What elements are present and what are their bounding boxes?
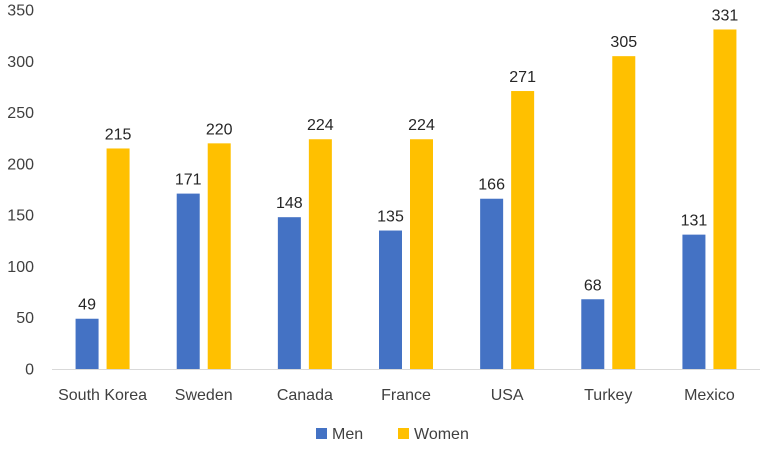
bar-women bbox=[410, 139, 433, 369]
y-tick-label: 300 bbox=[7, 54, 34, 71]
y-axis-tick-labels: 0 50 100 150 200 250 300 350 bbox=[7, 3, 34, 379]
y-tick-label: 150 bbox=[7, 208, 34, 225]
data-label-men: 135 bbox=[377, 209, 404, 226]
data-label-women: 224 bbox=[408, 117, 435, 134]
bar-women bbox=[207, 143, 231, 369]
bar-women bbox=[308, 139, 332, 369]
x-tick-label: Canada bbox=[277, 387, 333, 404]
y-tick-label: 50 bbox=[16, 310, 34, 327]
data-label-women: 224 bbox=[307, 117, 334, 134]
bar-men bbox=[480, 198, 504, 369]
legend-label-men: Men bbox=[332, 426, 363, 443]
data-label-men: 49 bbox=[78, 297, 96, 314]
data-label-men: 131 bbox=[681, 213, 708, 230]
bar-women bbox=[713, 29, 737, 369]
legend-label-women: Women bbox=[414, 426, 469, 443]
data-labels: 49 215 171 220 148 224 135 224 166 271 68 305 131 331 bbox=[78, 7, 738, 313]
bar-women bbox=[612, 56, 636, 370]
bar-men bbox=[682, 234, 706, 369]
x-tick-label: Mexico bbox=[684, 387, 735, 404]
bar-marks bbox=[75, 29, 737, 370]
y-tick-label: 100 bbox=[7, 259, 34, 276]
bar-men bbox=[277, 217, 301, 369]
bar-women bbox=[511, 91, 535, 369]
y-tick-label: 250 bbox=[7, 105, 34, 122]
legend-swatch-women bbox=[398, 428, 409, 439]
legend: Men Women bbox=[316, 426, 469, 443]
data-label-men: 148 bbox=[276, 195, 303, 212]
bar-men bbox=[176, 193, 200, 369]
legend-swatch-men bbox=[316, 428, 327, 439]
y-tick-label: 200 bbox=[7, 156, 34, 173]
y-tick-label: 0 bbox=[25, 362, 34, 379]
x-tick-label: South Korea bbox=[58, 387, 147, 404]
data-label-women: 331 bbox=[712, 7, 739, 24]
data-label-women: 271 bbox=[509, 69, 536, 86]
x-tick-label: USA bbox=[491, 387, 524, 404]
x-axis-tick-labels: South Korea Sweden Canada France USA Turkey Me… bbox=[58, 387, 735, 404]
bar-men bbox=[379, 230, 402, 369]
x-tick-label: Sweden bbox=[175, 387, 233, 404]
data-label-men: 166 bbox=[478, 177, 505, 194]
data-label-women: 305 bbox=[610, 34, 637, 51]
y-tick-label: 350 bbox=[7, 3, 34, 20]
x-tick-label: France bbox=[381, 387, 431, 404]
bar-men bbox=[75, 318, 99, 369]
data-label-women: 215 bbox=[105, 126, 132, 143]
bar-women bbox=[106, 148, 130, 369]
data-label-women: 220 bbox=[206, 121, 233, 138]
bar-men bbox=[581, 299, 605, 369]
data-label-men: 68 bbox=[584, 277, 602, 294]
x-tick-label: Turkey bbox=[584, 387, 632, 404]
data-label-men: 171 bbox=[175, 172, 202, 189]
